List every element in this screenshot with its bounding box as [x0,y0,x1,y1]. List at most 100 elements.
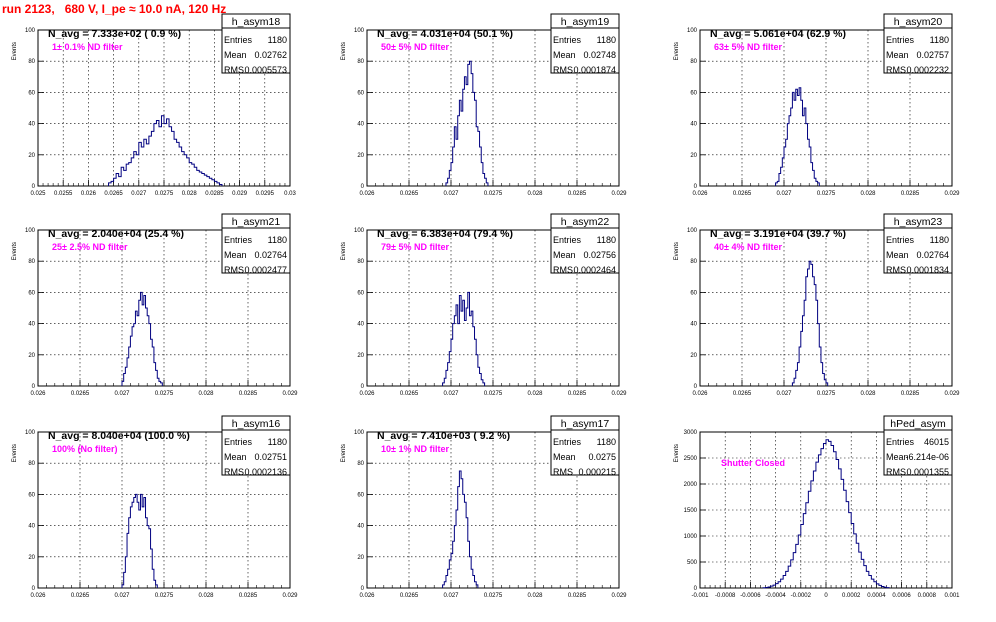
x-tick-label: 0.026 [692,391,708,397]
histogram-panel: 0.026 0.0265 0.027 0.0275 0.028 0.0285 0.029 0 2… [674,213,960,397]
stats-box [550,415,620,476]
x-tick-label: 0.029 [944,191,960,197]
x-tick-label: 0.001 [944,593,960,599]
x-tick-label: 0.0265 [71,391,90,397]
x-tick-label: 0 [824,593,828,599]
stats-title: hPed_asym [890,418,946,430]
x-tick-label: 0.03 [284,191,296,197]
x-tick-label: 0.0265 [400,191,419,197]
y-tick-label: 80 [690,59,697,65]
stats-value: 0.0005573 [244,65,287,75]
stats-label: Entries [224,35,253,45]
x-tick-label: 0.0275 [484,191,503,197]
y-tick-label: 0 [694,384,698,390]
filter-label: Shutter Closed [721,458,785,468]
y-tick-label: 0 [361,384,365,390]
y-tick-label: 20 [357,353,364,359]
x-tick-label: 0.0004 [867,593,886,599]
y-axis-label: Events [674,242,680,260]
x-tick-label: 0.025 [30,191,46,197]
x-tick-label: 0.0295 [256,191,275,197]
x-tick-label: 0.027 [443,391,459,397]
stats-value: 0.0001874 [573,65,616,75]
stats-value: 0.0275 [588,452,616,462]
filter-label: 40± 4% ND filter [714,242,782,252]
x-tick-label: 0.0285 [568,391,587,397]
stats-value: 1180 [597,235,616,245]
x-tick-label: 0.027 [443,593,459,599]
y-tick-label: 3000 [684,430,698,436]
y-tick-label: 20 [28,353,35,359]
x-tick-label: 0.026 [359,593,375,599]
histogram-line [108,115,223,186]
y-tick-label: 40 [28,524,35,530]
x-tick-label: 0.027 [776,391,792,397]
y-tick-label: 40 [690,322,697,328]
y-tick-label: 40 [357,122,364,128]
y-tick-label: 40 [357,524,364,530]
histogram-panel: 0.025 0.0255 0.026 0.0265 0.027 0.0275 0.028 0.… [12,13,296,197]
stats-label: Entries [553,437,582,447]
x-tick-label: 0.026 [359,391,375,397]
x-tick-label: 0.0002 [842,593,861,599]
x-tick-label: 0.028 [527,593,543,599]
filter-label: 1± 0.1% ND filter [52,42,123,52]
x-tick-label: 0.027 [131,191,147,197]
y-tick-label: 80 [690,259,697,265]
x-tick-label: -0.001 [691,593,709,599]
y-tick-label: 80 [28,59,35,65]
stats-box [883,13,953,74]
y-tick-label: 0 [32,586,36,592]
y-tick-label: 80 [357,59,364,65]
y-tick-label: 2500 [684,456,698,462]
y-axis-label: Events [12,444,18,462]
x-tick-label: 0.029 [232,191,248,197]
y-tick-label: 100 [25,28,36,34]
stats-value: 1180 [268,235,287,245]
x-tick-label: 0.026 [81,191,97,197]
stats-label: Entries [886,235,915,245]
y-axis-label: Events [341,242,347,260]
n-avg-label: N_avg = 6.383e+04 (79.4 %) [377,228,513,240]
y-tick-label: 60 [28,492,35,498]
stats-value: 0.0002232 [906,65,949,75]
stats-value: 46015 [924,437,949,447]
x-tick-label: 0.027 [443,191,459,197]
y-tick-label: 0 [694,586,698,592]
stats-value: 1180 [930,35,949,45]
y-tick-label: 40 [28,322,35,328]
histogram-line [121,493,158,588]
x-tick-label: 0.0265 [400,593,419,599]
y-axis-label: Events [674,42,680,60]
x-tick-label: 0.028 [527,391,543,397]
x-tick-label: 0.028 [198,593,214,599]
stats-title: h_asym23 [894,216,943,228]
y-tick-label: 100 [25,228,36,234]
stats-value: 0.000215 [578,467,616,477]
x-tick-label: 0.0265 [733,391,752,397]
x-tick-label: 0.026 [30,391,46,397]
x-tick-label: 0.0275 [817,391,836,397]
stats-box [221,415,291,476]
x-tick-label: 0.0275 [484,391,503,397]
stats-title: h_asym16 [232,418,281,430]
x-tick-label: 0.0265 [71,593,90,599]
y-tick-label: 100 [687,228,698,234]
histogram-panel: 0.026 0.0265 0.027 0.0275 0.028 0.0285 0.029 0 2… [341,13,627,197]
x-tick-label: 0.027 [114,391,130,397]
x-tick-label: 0.028 [860,191,876,197]
histogram-panel: 0.026 0.0265 0.027 0.0275 0.028 0.0285 0.029 0 2… [341,213,627,397]
stats-value: 1180 [597,437,616,447]
stats-box [883,213,953,274]
filter-label: 100% (No filter) [52,444,118,454]
y-tick-label: 100 [687,28,698,34]
histogram-panel: 0.026 0.0265 0.027 0.0275 0.028 0.0285 0.029 0 2… [12,213,298,397]
stats-label: Entries [224,437,253,447]
y-axis-label: Events [341,444,347,462]
stats-label: Entries [553,235,582,245]
x-tick-label: 0.0275 [155,391,174,397]
y-tick-label: 80 [28,259,35,265]
y-tick-label: 100 [354,28,365,34]
y-tick-label: 60 [28,290,35,296]
